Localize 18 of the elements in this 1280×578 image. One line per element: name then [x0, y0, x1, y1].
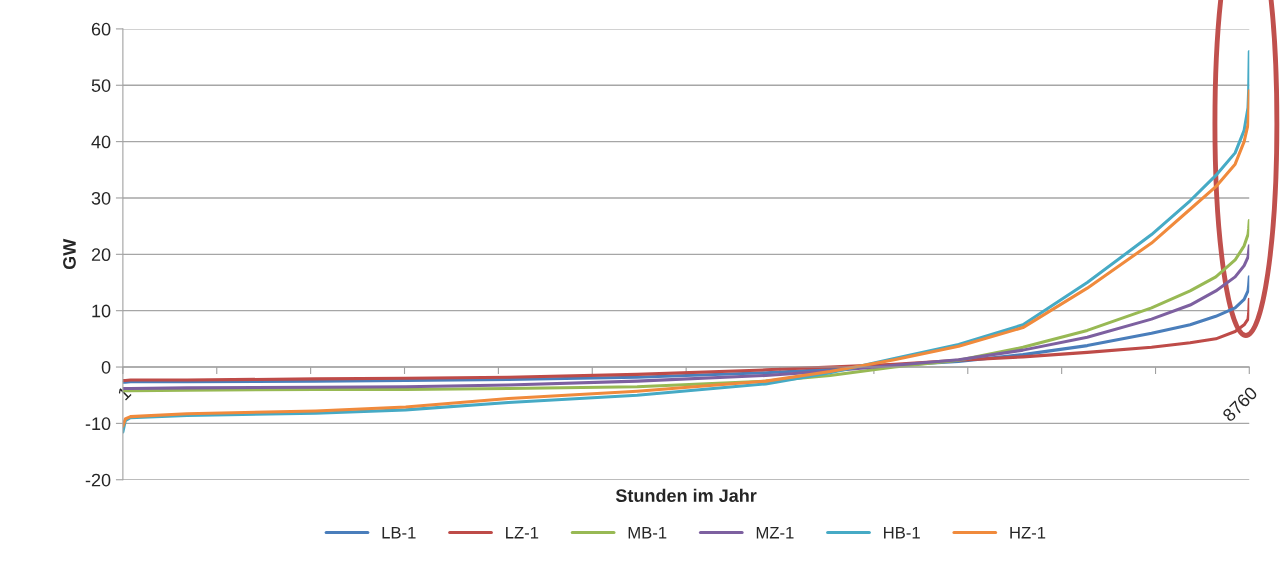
y-tick-label: 20 [91, 248, 111, 262]
legend-label: HB-1 [884, 526, 920, 539]
y-axis-title: GW [63, 238, 76, 270]
y-tick-label: 10 [92, 304, 111, 318]
legend-label: LZ-1 [506, 526, 539, 539]
x-tick-label: 1 [117, 386, 132, 401]
y-tick-label: -10 [85, 417, 111, 431]
y-tick-label: 30 [91, 191, 111, 205]
y-tick-label: 50 [91, 79, 111, 92]
legend-label: LB-1 [382, 526, 416, 539]
y-tick-label: 0 [101, 360, 111, 374]
legend-label: MB-1 [628, 526, 667, 539]
legend-label: HZ-1 [1010, 526, 1046, 539]
y-tick-label: 40 [91, 135, 111, 149]
y-tick-label: 60 [91, 22, 111, 36]
x-axis-title: Stunden im Jahr [615, 488, 757, 503]
y-tick-label: -20 [85, 473, 111, 487]
legend-label: MZ-1 [756, 526, 794, 539]
